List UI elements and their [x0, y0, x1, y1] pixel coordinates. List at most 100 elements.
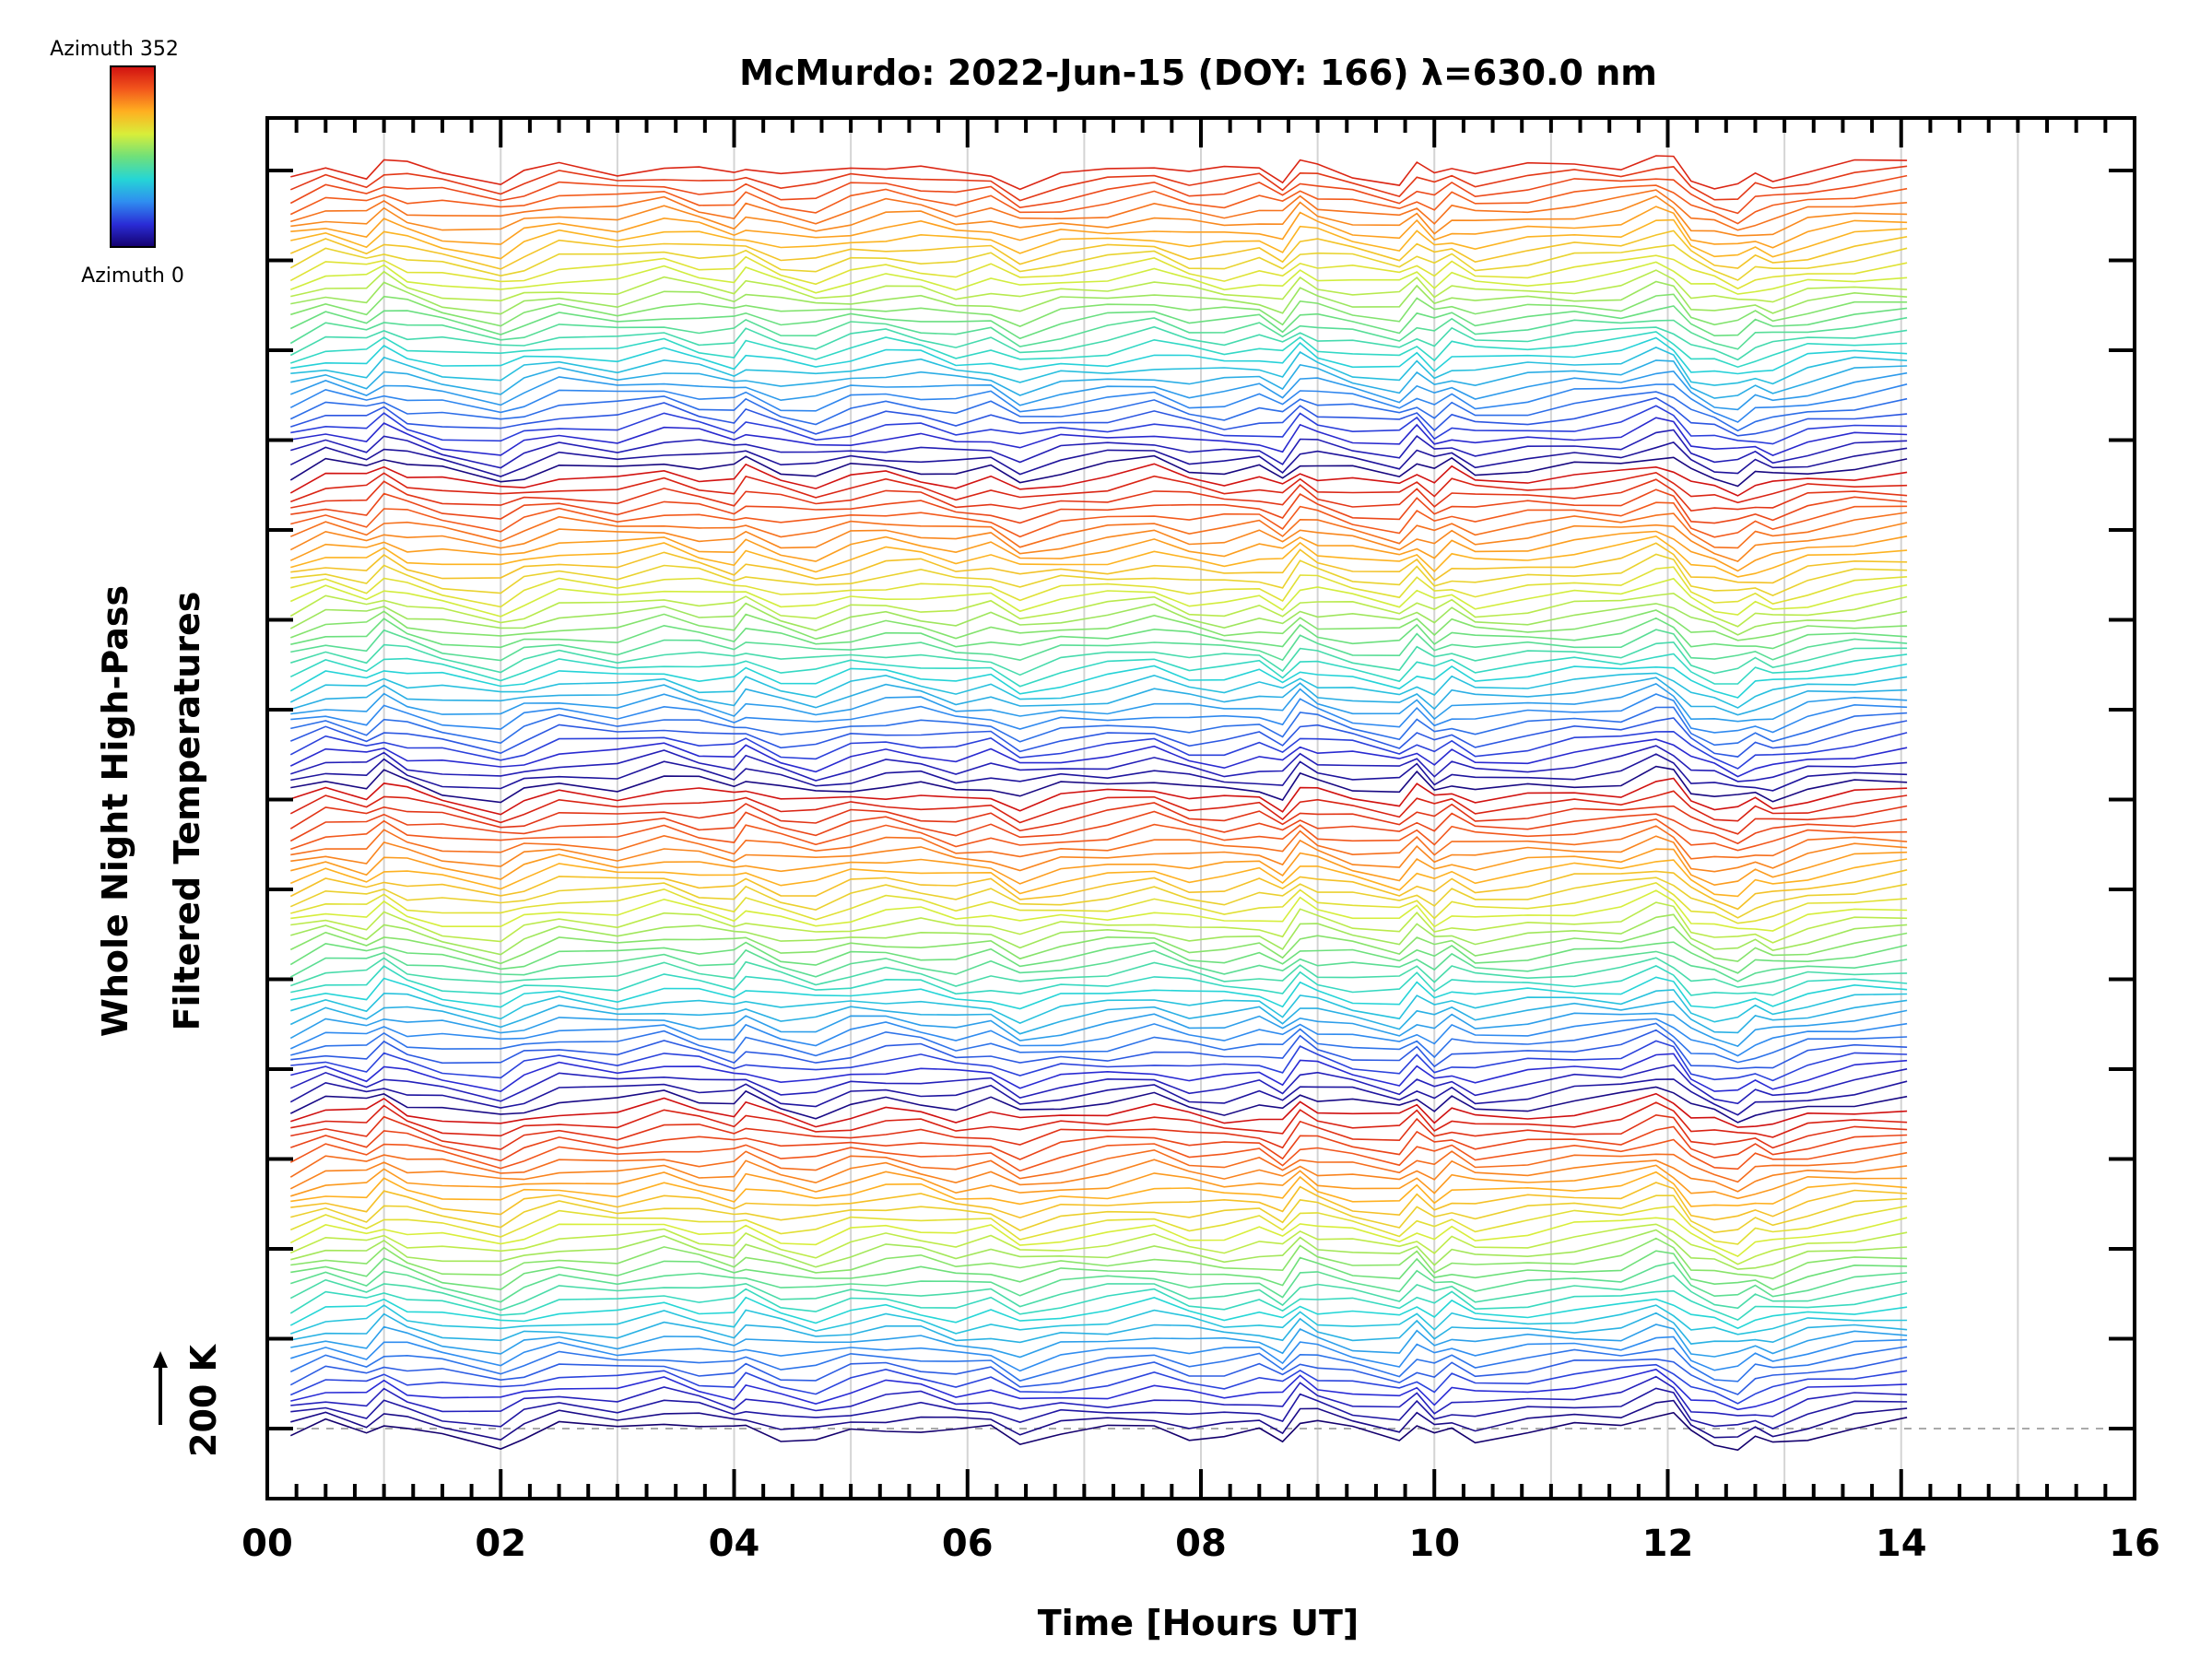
temperature-trace [290, 882, 1908, 924]
temperature-trace [289, 1411, 1908, 1452]
x-axis-label: Time [Hours UT] [1038, 1603, 1359, 1643]
temperature-trace [290, 629, 1908, 662]
temperature-trace [290, 901, 1908, 944]
temperature-trace [290, 825, 1908, 860]
temperature-trace [289, 305, 1908, 340]
temperature-trace [290, 1229, 1908, 1270]
temperature-trace [290, 1237, 1908, 1280]
temperature-trace [290, 1164, 1908, 1200]
temperature-trace [290, 965, 1908, 996]
temperature-trace [290, 370, 1908, 411]
azimuth-colorbar [110, 65, 156, 248]
temperature-trace [290, 617, 1908, 650]
temperature-trace [290, 429, 1908, 469]
temperature-trace [290, 609, 1908, 641]
temperature-trace [290, 677, 1908, 716]
temperature-trace [289, 1275, 1908, 1312]
x-tick-label: 08 [1175, 1523, 1227, 1565]
temperature-trace [289, 802, 1908, 835]
temperature-trace [289, 1148, 1908, 1183]
temperature-trace [290, 155, 1908, 191]
temperature-trace [290, 765, 1908, 804]
temperature-trace [290, 777, 1908, 816]
temperature-trace [289, 463, 1908, 497]
temperature-trace [289, 653, 1908, 688]
temperature-trace [290, 682, 1908, 723]
temperature-trace [290, 194, 1908, 237]
temperature-trace [290, 1304, 1908, 1335]
temperature-trace [289, 1086, 1908, 1124]
temperature-trace [289, 672, 1908, 709]
x-tick-labels: 00 02 04 06 08 10 12 14 16 [241, 1523, 2160, 1565]
temperature-trace [289, 1288, 1908, 1322]
temperature-trace [289, 1363, 1908, 1405]
temperature-trace [290, 359, 1908, 399]
temperature-trace [290, 553, 1908, 596]
temperature-trace [289, 999, 1908, 1035]
temperature-trace [289, 877, 1908, 919]
temperature-trace [290, 706, 1908, 747]
temperature-trace [289, 577, 1908, 618]
temperature-trace [289, 941, 1908, 974]
temperature-trace [289, 717, 1908, 758]
temperature-trace [289, 663, 1908, 699]
temperature-trace [289, 1078, 1908, 1116]
x-tick-label: 04 [709, 1523, 760, 1565]
colorbar-bottom-label: Azimuth 0 [81, 265, 184, 288]
y-axis-label-line1: Whole Night High-Pass [95, 585, 135, 1037]
temperature-trace [290, 848, 1908, 887]
temperature-trace [290, 1194, 1908, 1234]
temperature-trace [289, 858, 1908, 898]
temperature-trace [289, 316, 1908, 350]
x-tick-label: 00 [241, 1523, 293, 1565]
temperature-trace [289, 229, 1908, 270]
temperature-trace [289, 1064, 1908, 1105]
temperature-trace [289, 592, 1908, 628]
y-axis-label-line2: Filtered Temperatures [167, 592, 207, 1031]
temperature-trace [290, 957, 1908, 988]
temperature-traces [289, 155, 1908, 1452]
temperature-trace [289, 383, 1908, 423]
temperature-trace [290, 542, 1908, 584]
temperature-trace [290, 189, 1908, 231]
temperature-trace [289, 948, 1908, 982]
temperature-trace [289, 174, 1908, 215]
x-tick-label: 16 [2109, 1523, 2160, 1565]
temperature-trace [289, 522, 1908, 563]
temperature-trace [290, 1125, 1908, 1162]
axis-ticks [265, 118, 2136, 1499]
temperature-trace [290, 535, 1908, 578]
temperature-trace [289, 1356, 1908, 1395]
temperature-trace [289, 454, 1908, 488]
temperature-trace [289, 1346, 1908, 1382]
temperature-trace [290, 218, 1908, 260]
temperature-trace [290, 261, 1908, 295]
temperature-trace [290, 1368, 1908, 1411]
x-tick-label: 10 [1408, 1523, 1460, 1565]
chart-title: McMurdo: 2022-Jun-15 (DOY: 166) λ=630.0 … [739, 53, 1657, 93]
temperature-trace [290, 745, 1908, 782]
temperature-trace [289, 1205, 1908, 1245]
temperature-trace [290, 1053, 1908, 1093]
temperature-trace [290, 405, 1908, 445]
temperature-trace [290, 471, 1908, 504]
temperature-trace [290, 1029, 1908, 1070]
temperature-trace [290, 818, 1908, 852]
x-tick-label: 12 [1642, 1523, 1694, 1565]
temperature-trace [289, 790, 1908, 824]
temperature-trace [289, 925, 1908, 965]
temperature-trace [290, 1250, 1908, 1291]
temperature-trace [289, 869, 1908, 911]
temperature-trace [289, 184, 1908, 225]
temperature-trace [289, 441, 1908, 477]
temperature-trace [289, 254, 1908, 290]
temperature-trace [290, 989, 1908, 1024]
temperature-trace [289, 325, 1908, 361]
temperature-trace [290, 889, 1908, 932]
temperature-trace [289, 512, 1908, 549]
temperature-trace [290, 293, 1908, 327]
x-tick-label: 14 [1876, 1523, 1927, 1565]
temperature-trace [290, 269, 1908, 303]
temperature-trace [289, 1159, 1908, 1193]
